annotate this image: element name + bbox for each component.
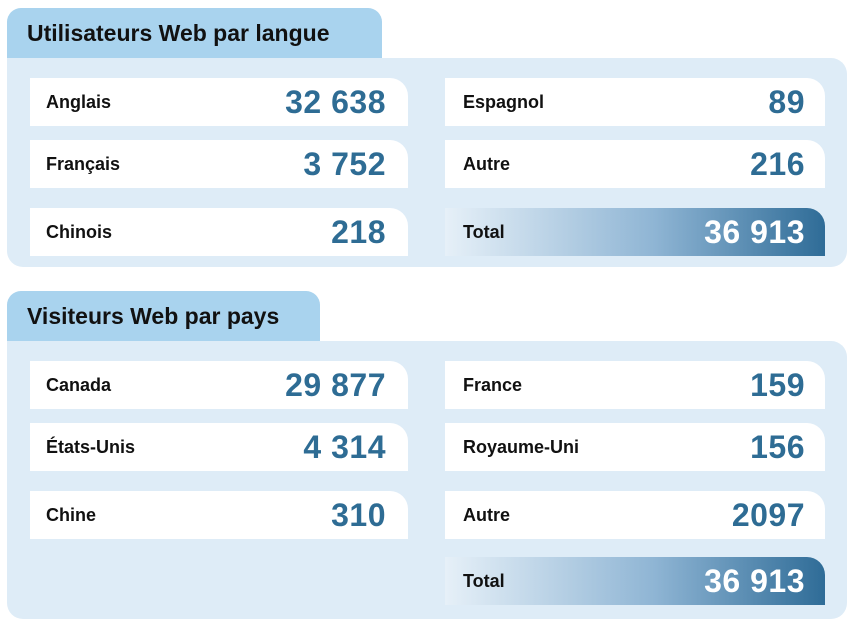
total-label: Total (463, 570, 505, 591)
stat-label: Anglais (46, 91, 112, 112)
stat-label: Français (46, 153, 121, 174)
stat-label: Chinois (46, 221, 112, 242)
stat-row-canada: Canada 29 877 (30, 361, 408, 409)
stat-value: 156 (750, 428, 805, 465)
total-value: 36 913 (704, 213, 805, 250)
stat-row-france: France 159 (445, 361, 825, 409)
total-row: Total 36 913 (445, 208, 825, 256)
stat-value: 216 (750, 145, 805, 182)
stat-label: Autre (463, 504, 511, 525)
stat-value: 29 877 (285, 366, 386, 403)
country-section-title: Visiteurs Web par pays (7, 291, 320, 341)
stat-row-etats-unis: États-Unis 4 314 (30, 423, 408, 471)
total-row: Total 36 913 (445, 557, 825, 605)
stat-value: 2097 (731, 496, 805, 533)
stat-value: 4 314 (303, 428, 386, 465)
stat-value: 310 (331, 496, 386, 533)
stat-row-anglais: Anglais 32 638 (30, 78, 408, 126)
stat-value: 218 (331, 213, 386, 250)
stat-row-royaume-uni: Royaume-Uni 156 (445, 423, 825, 471)
stat-value: 159 (750, 366, 805, 403)
stat-label: France (463, 374, 523, 395)
stat-value: 32 638 (285, 83, 386, 120)
stat-label: Canada (46, 374, 112, 395)
stat-value: 89 (768, 83, 805, 120)
stat-label: Espagnol (463, 91, 545, 112)
language-panel: Anglais 32 638 Français 3 752 Chinois 21… (7, 58, 847, 267)
stat-row-autre: Autre 2097 (445, 491, 825, 539)
stat-label: États-Unis (46, 436, 136, 457)
total-value: 36 913 (704, 562, 805, 599)
stat-row-chinois: Chinois 218 (30, 208, 408, 256)
stat-label: Royaume-Uni (463, 436, 580, 457)
stat-row-francais: Français 3 752 (30, 140, 408, 188)
country-panel: Canada 29 877 États-Unis 4 314 Chine 310… (7, 341, 847, 619)
stat-label: Chine (46, 504, 97, 525)
stat-label: Autre (463, 153, 511, 174)
language-section-title: Utilisateurs Web par langue (7, 8, 382, 58)
stat-row-autre: Autre 216 (445, 140, 825, 188)
stat-row-espagnol: Espagnol 89 (445, 78, 825, 126)
total-label: Total (463, 221, 505, 242)
stat-value: 3 752 (303, 145, 386, 182)
stat-row-chine: Chine 310 (30, 491, 408, 539)
